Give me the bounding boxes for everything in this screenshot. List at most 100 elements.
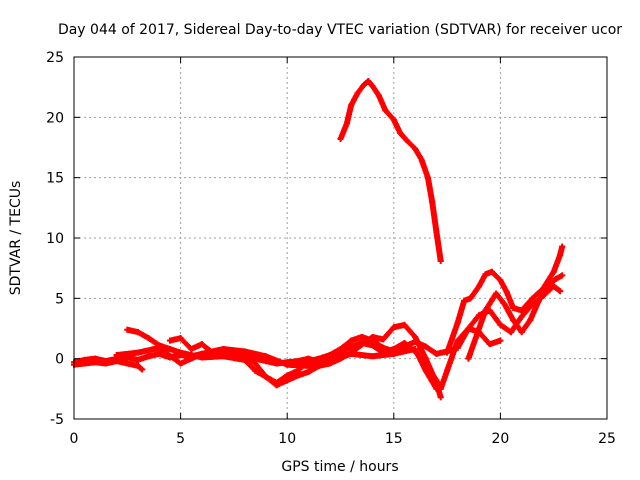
data-point	[465, 355, 472, 362]
data-point	[348, 350, 355, 357]
data-point	[412, 338, 419, 345]
x-tick-label: 5	[176, 431, 185, 447]
data-point	[198, 341, 205, 348]
data-point	[113, 358, 120, 365]
y-axis-label: SDTVAR / TECUs	[8, 181, 24, 296]
data-point	[284, 361, 291, 368]
y-tick-label: 0	[55, 352, 64, 368]
data-point	[177, 349, 184, 356]
data-point	[369, 82, 376, 89]
data-point	[424, 174, 431, 181]
data-point	[354, 90, 361, 97]
y-tick-label: 10	[46, 231, 64, 247]
data-point	[390, 116, 397, 123]
data-point	[461, 297, 468, 304]
data-point	[397, 130, 404, 137]
data-point	[454, 344, 461, 351]
data-point	[510, 317, 517, 324]
data-point	[497, 337, 504, 344]
y-tick-label: 25	[46, 50, 64, 66]
data-point	[177, 360, 184, 367]
data-point	[134, 356, 141, 363]
data-point	[550, 268, 557, 275]
data-point	[156, 350, 163, 357]
data-point	[559, 243, 566, 250]
data-point	[124, 360, 131, 367]
data-point	[437, 257, 444, 264]
data-point	[510, 304, 517, 311]
data-point	[444, 367, 451, 374]
data-point	[252, 367, 259, 374]
data-point	[401, 321, 408, 328]
data-point	[134, 362, 141, 369]
y-tick-label: -5	[50, 412, 64, 428]
data-point	[375, 92, 382, 99]
data-point	[467, 295, 474, 302]
data-point	[518, 313, 525, 320]
data-point	[369, 337, 376, 344]
data-point	[486, 341, 493, 348]
data-point	[557, 251, 564, 258]
data-point	[294, 367, 301, 374]
data-point	[557, 288, 564, 295]
data-point	[433, 228, 440, 235]
data-point	[476, 283, 483, 290]
data-point	[230, 353, 237, 360]
data-point	[337, 136, 344, 143]
data-point	[337, 346, 344, 353]
data-point	[360, 81, 367, 88]
data-point	[390, 324, 397, 331]
data-point	[535, 297, 542, 304]
data-point	[559, 272, 566, 279]
series-track-6	[337, 78, 444, 264]
x-tick-label: 10	[278, 431, 296, 447]
y-tick-label: 20	[46, 110, 64, 126]
data-point	[403, 137, 410, 144]
data-point	[305, 362, 312, 369]
data-point	[145, 335, 152, 342]
series-track-7	[444, 243, 566, 356]
data-point	[348, 337, 355, 344]
data-point	[134, 329, 141, 336]
data-point	[482, 307, 489, 314]
data-point	[241, 348, 248, 355]
data-point	[503, 289, 510, 296]
data-point	[422, 367, 429, 374]
chart-title: Day 044 of 2017, Sidereal Day-to-day VTE…	[58, 22, 622, 38]
data-point	[429, 198, 436, 205]
series-track-5	[113, 344, 440, 392]
data-point	[156, 344, 163, 351]
data-point	[422, 343, 429, 350]
data-point	[488, 268, 495, 275]
x-tick-label: 15	[385, 431, 403, 447]
x-tick-label: 25	[598, 431, 616, 447]
data-point	[412, 145, 419, 152]
data-point	[433, 350, 440, 357]
series-track-8	[465, 272, 566, 362]
data-point	[497, 321, 504, 328]
y-tick-label: 5	[55, 291, 64, 307]
data-point	[139, 366, 146, 373]
data-point	[544, 283, 551, 290]
data-point	[326, 358, 333, 365]
grid	[74, 57, 607, 419]
data-point	[390, 350, 397, 357]
data-point	[343, 120, 350, 127]
data-point	[518, 329, 525, 336]
x-tick-label: 0	[70, 431, 79, 447]
data-point	[418, 156, 425, 163]
data-point	[437, 394, 444, 401]
axis-ticks: 0 5 10 15 20 25 -5 0 5 10 15 20 25	[46, 50, 616, 447]
data-point	[518, 307, 525, 314]
data-point	[188, 346, 195, 353]
data-point	[365, 78, 372, 85]
data-point	[113, 352, 120, 359]
data-point	[465, 325, 472, 332]
data-series	[71, 78, 566, 401]
data-point	[501, 301, 508, 308]
data-point	[134, 349, 141, 356]
data-point	[273, 379, 280, 386]
data-point	[444, 349, 451, 356]
y-tick-label: 15	[46, 171, 64, 187]
